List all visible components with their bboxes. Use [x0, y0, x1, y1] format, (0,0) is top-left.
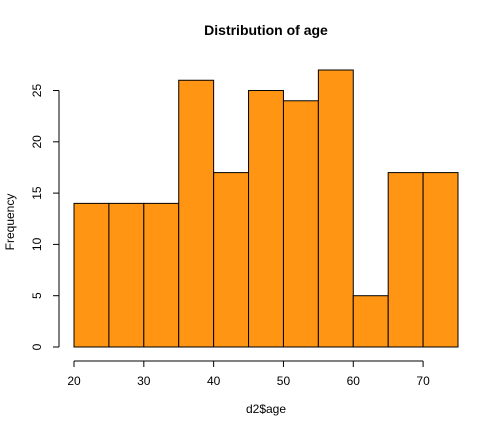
bar-45-50 [248, 90, 284, 348]
bar-60-65 [352, 295, 389, 348]
x-axis: 20 30 40 50 60 70 [67, 360, 430, 388]
x-tick-label: 30 [137, 374, 151, 388]
bar-35-40 [178, 79, 215, 348]
y-tick-label: 15 [30, 186, 44, 200]
y-tick-label: 20 [30, 135, 44, 149]
bar-25-30 [108, 202, 145, 348]
chart-title: Distribution of age [204, 22, 328, 38]
bar-30-35 [143, 202, 180, 348]
x-tick-label: 60 [347, 374, 361, 388]
y-tick-label: 25 [30, 84, 44, 98]
bar-65-70 [387, 172, 424, 348]
bar-20-25 [73, 202, 110, 348]
y-tick-label: 0 [30, 343, 44, 350]
y-tick-label: 10 [30, 237, 44, 251]
bar-50-55 [282, 100, 319, 348]
y-tick-label: 5 [30, 292, 44, 299]
x-axis-label: d2$age [246, 402, 286, 416]
x-tick-label: 70 [416, 374, 430, 388]
y-axis: 0 5 10 15 20 25 [30, 84, 60, 350]
x-tick-label: 20 [67, 374, 81, 388]
bar-70-75 [422, 172, 459, 348]
bars-group [73, 69, 459, 348]
bar-55-60 [317, 69, 354, 348]
x-tick-label: 40 [207, 374, 221, 388]
y-axis-label: Frequency [3, 194, 17, 251]
x-tick-label: 50 [277, 374, 291, 388]
bar-40-45 [213, 172, 250, 348]
